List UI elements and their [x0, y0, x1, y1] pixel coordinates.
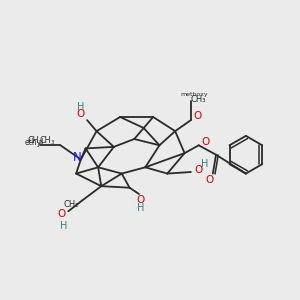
Text: 2: 2 — [38, 140, 42, 145]
Text: 3: 3 — [50, 140, 54, 145]
Text: O: O — [195, 165, 203, 176]
Text: methoxy: methoxy — [181, 92, 208, 97]
Text: ethyl: ethyl — [25, 138, 44, 147]
Text: O: O — [76, 110, 84, 119]
Text: CH₂: CH₂ — [64, 200, 79, 208]
Text: O: O — [206, 176, 214, 185]
Text: H: H — [201, 159, 209, 169]
Text: H: H — [76, 102, 84, 112]
Text: CH: CH — [27, 136, 39, 145]
Text: CH: CH — [39, 136, 51, 145]
Text: H: H — [137, 203, 144, 214]
Text: CH₃: CH₃ — [191, 95, 206, 104]
Text: O: O — [193, 111, 201, 122]
Text: N: N — [73, 152, 82, 164]
Text: O: O — [57, 209, 65, 219]
Text: O: O — [136, 195, 145, 205]
Text: H: H — [60, 221, 67, 231]
Text: O: O — [201, 137, 209, 147]
